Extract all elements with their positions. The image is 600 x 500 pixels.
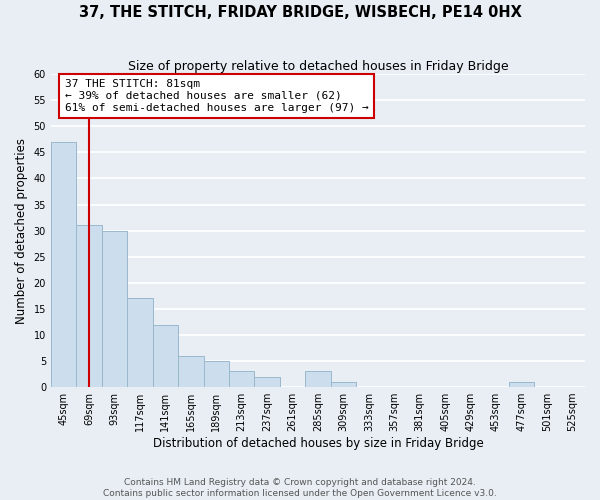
Text: 37, THE STITCH, FRIDAY BRIDGE, WISBECH, PE14 0HX: 37, THE STITCH, FRIDAY BRIDGE, WISBECH, … <box>79 5 521 20</box>
Text: 37 THE STITCH: 81sqm
← 39% of detached houses are smaller (62)
61% of semi-detac: 37 THE STITCH: 81sqm ← 39% of detached h… <box>65 80 368 112</box>
Text: Contains HM Land Registry data © Crown copyright and database right 2024.
Contai: Contains HM Land Registry data © Crown c… <box>103 478 497 498</box>
Bar <box>254 376 280 387</box>
Bar <box>102 230 127 387</box>
X-axis label: Distribution of detached houses by size in Friday Bridge: Distribution of detached houses by size … <box>152 437 484 450</box>
Bar <box>331 382 356 387</box>
Bar <box>51 142 76 387</box>
Bar <box>509 382 534 387</box>
Bar <box>152 324 178 387</box>
Bar <box>127 298 152 387</box>
Title: Size of property relative to detached houses in Friday Bridge: Size of property relative to detached ho… <box>128 60 508 73</box>
Bar <box>178 356 203 387</box>
Bar <box>203 361 229 387</box>
Bar <box>76 226 102 387</box>
Bar <box>229 372 254 387</box>
Y-axis label: Number of detached properties: Number of detached properties <box>15 138 28 324</box>
Bar <box>305 372 331 387</box>
